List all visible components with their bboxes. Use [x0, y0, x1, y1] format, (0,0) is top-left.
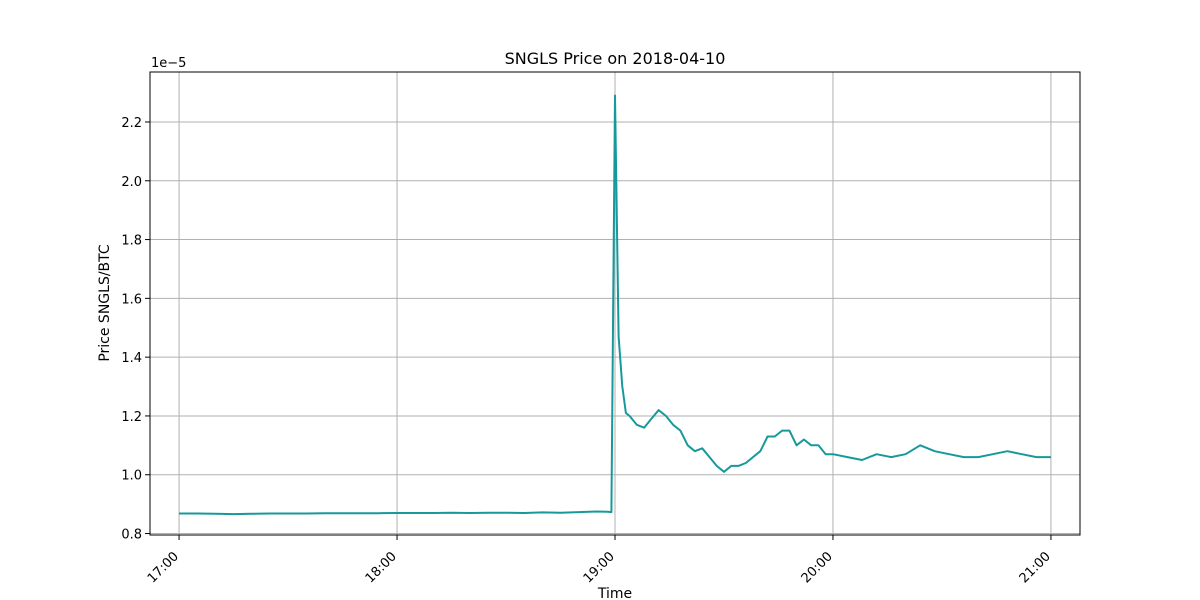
y-tick-label: 1.4	[121, 351, 142, 366]
x-tick-label: 21:00	[1017, 549, 1054, 586]
y-tick-label: 1.0	[121, 469, 142, 484]
x-axis-ticks: 17:00 18:00 19:00 20:00 21:00	[145, 535, 1054, 586]
chart-title: SNGLS Price on 2018-04-10	[505, 49, 726, 68]
y-offset-label: 1e−5	[151, 56, 186, 71]
x-tick-label: 19:00	[581, 549, 618, 586]
x-tick-label: 20:00	[799, 549, 836, 586]
y-axis-label: Price SNGLS/BTC	[97, 244, 113, 362]
y-tick-label: 1.6	[121, 292, 142, 307]
y-tick-label: 2.2	[121, 116, 142, 131]
y-tick-label: 1.2	[121, 410, 142, 425]
y-tick-label: 2.0	[121, 175, 142, 190]
price-series-line	[179, 94, 1051, 516]
x-tick-label: 18:00	[363, 549, 400, 586]
series-layer	[179, 94, 1051, 516]
y-tick-label: 1.8	[121, 234, 142, 249]
x-axis-label: Time	[597, 586, 632, 600]
y-tick-label: 0.8	[121, 528, 142, 543]
x-tick-label: 17:00	[145, 549, 182, 586]
y-axis-ticks: 0.8 1.0 1.2 1.4 1.6 1.8 2.0 2.2	[121, 116, 150, 543]
